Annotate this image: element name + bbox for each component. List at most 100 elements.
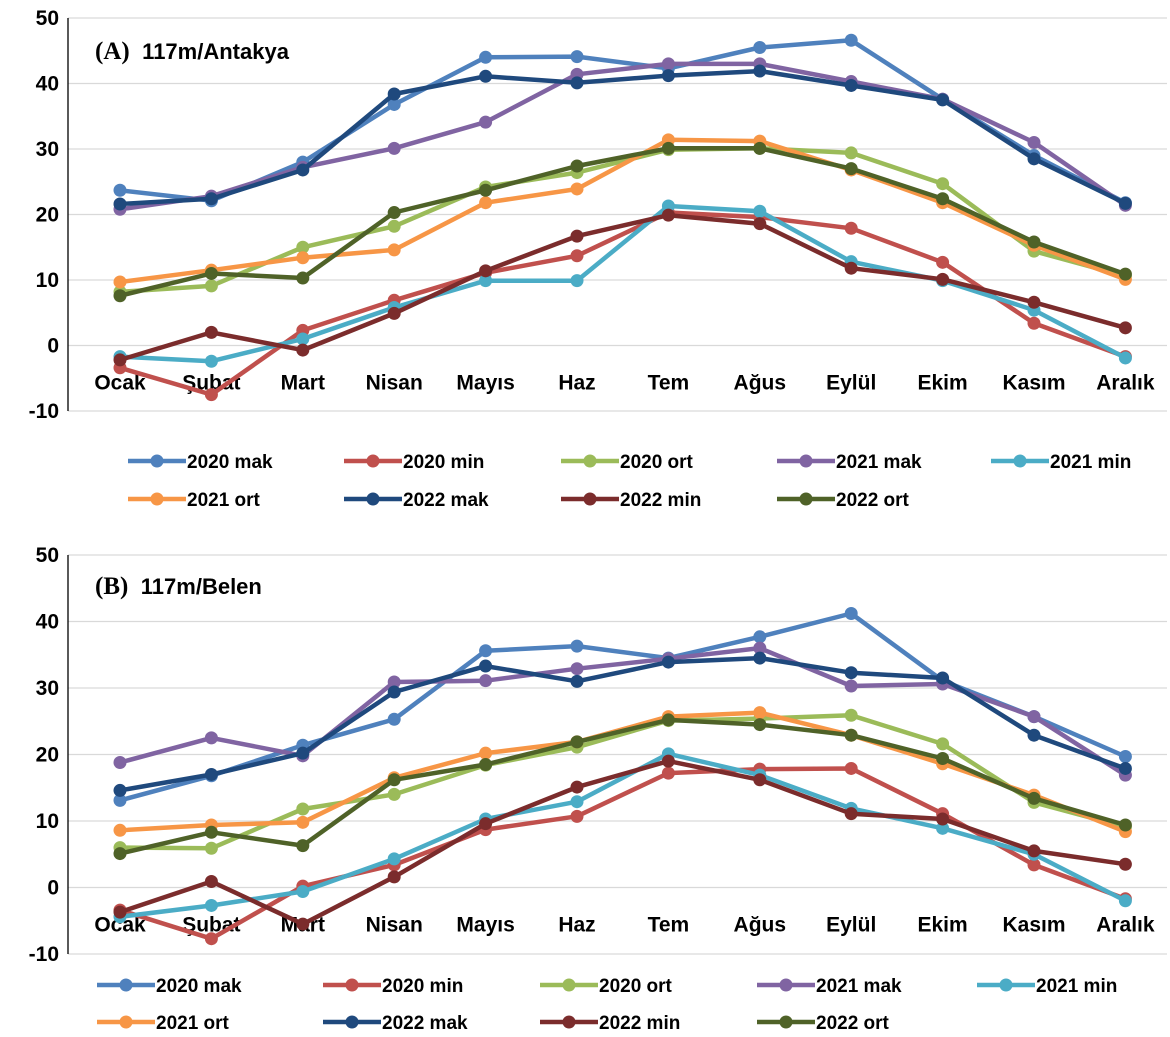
series-line bbox=[117, 212, 1128, 363]
legend-item-2022-ort: 2022 ort bbox=[757, 1013, 890, 1034]
x-tick-label-ocak: Ocak bbox=[94, 914, 146, 937]
data-point bbox=[387, 852, 401, 866]
data-point bbox=[296, 917, 310, 931]
x-tick-label-tem: Tem bbox=[648, 914, 690, 937]
series-2022-min bbox=[113, 754, 1132, 931]
data-point bbox=[387, 870, 401, 884]
series-2020-min bbox=[113, 206, 1132, 402]
data-point bbox=[296, 271, 310, 285]
legend-item-2021-min: 2021 min bbox=[977, 976, 1117, 997]
y-tick-label: 0 bbox=[47, 877, 59, 900]
grid bbox=[68, 554, 1167, 955]
series-line bbox=[117, 68, 1128, 207]
series-2022-min bbox=[113, 208, 1132, 367]
data-point bbox=[936, 671, 950, 685]
data-point bbox=[387, 675, 401, 689]
y-tick-label: -10 bbox=[29, 400, 59, 423]
data-point bbox=[570, 735, 584, 749]
y-tick-label: 40 bbox=[36, 611, 59, 634]
y-tick-label: 40 bbox=[36, 73, 59, 96]
data-point bbox=[844, 78, 858, 92]
series-line bbox=[117, 146, 1128, 298]
data-point bbox=[753, 641, 767, 655]
legend-item-2020-min: 2020 min bbox=[323, 976, 463, 997]
legend-item-2020-mak: 2020 mak bbox=[97, 976, 242, 997]
data-point bbox=[570, 674, 584, 688]
data-point bbox=[1027, 235, 1041, 249]
legend-swatch-marker bbox=[999, 978, 1013, 992]
legend-label: 2021 ort bbox=[156, 1013, 230, 1034]
data-point bbox=[479, 274, 493, 288]
legend-item-2022-mak: 2022 mak bbox=[323, 1013, 468, 1034]
series-line bbox=[117, 717, 1128, 856]
data-point bbox=[844, 728, 858, 742]
data-point bbox=[936, 192, 950, 206]
data-point bbox=[844, 761, 858, 775]
series-2021-mak bbox=[113, 57, 1132, 216]
data-point bbox=[296, 251, 310, 265]
data-point bbox=[844, 607, 858, 621]
data-point bbox=[479, 659, 493, 673]
x-tick-label-eylul: Eylül bbox=[826, 372, 876, 395]
series-line bbox=[117, 203, 1128, 364]
legend-label: 2022 ort bbox=[836, 490, 910, 511]
legend-item-2022-min: 2022 min bbox=[561, 490, 701, 511]
x-tick-label-ocak: Ocak bbox=[94, 372, 146, 395]
legend: 2020 mak 2020 min 2020 ort 2021 mak 2021 min… bbox=[128, 452, 1131, 511]
legend-swatch-marker bbox=[799, 492, 813, 506]
legend-item-2022-ort: 2022 ort bbox=[777, 490, 910, 511]
legend-item-2021-mak: 2021 mak bbox=[757, 976, 902, 997]
data-point bbox=[753, 204, 767, 218]
data-point bbox=[113, 793, 127, 807]
data-point bbox=[661, 713, 675, 727]
series-2022-mak bbox=[113, 64, 1132, 211]
data-point bbox=[113, 905, 127, 919]
data-point bbox=[753, 718, 767, 732]
series-line bbox=[117, 655, 1128, 793]
legend-item-2020-ort: 2020 ort bbox=[540, 976, 673, 997]
x-tick-label-kasim: Kasım bbox=[1002, 914, 1065, 937]
legend-swatch-marker bbox=[345, 1015, 359, 1029]
legend-swatch-marker bbox=[119, 1015, 133, 1029]
legend-swatch-marker bbox=[583, 492, 597, 506]
data-point bbox=[204, 875, 218, 889]
data-point bbox=[844, 221, 858, 235]
legend-swatch-marker bbox=[779, 978, 793, 992]
legend-label: 2020 mak bbox=[156, 976, 242, 997]
data-point bbox=[570, 182, 584, 196]
data-point bbox=[936, 177, 950, 191]
x-tick-label-aralik: Aralık bbox=[1096, 914, 1155, 937]
data-point bbox=[661, 208, 675, 222]
series-2020-min bbox=[113, 761, 1132, 946]
series-line bbox=[117, 758, 1128, 927]
data-point bbox=[1027, 135, 1041, 149]
data-point bbox=[113, 823, 127, 837]
legend-label: 2022 mak bbox=[382, 1013, 468, 1034]
x-tick-label-eylul: Eylül bbox=[826, 914, 876, 937]
data-point bbox=[753, 706, 767, 720]
data-point bbox=[296, 839, 310, 853]
legend-label: 2020 mak bbox=[187, 452, 273, 473]
data-point bbox=[570, 76, 584, 90]
legend-swatch-marker bbox=[345, 978, 359, 992]
x-tick-label-mayis: Mayıs bbox=[456, 372, 514, 395]
data-point bbox=[661, 766, 675, 780]
data-point bbox=[296, 802, 310, 816]
data-point bbox=[204, 731, 218, 745]
x-tick-label-haz: Haz bbox=[558, 914, 595, 937]
data-point bbox=[296, 746, 310, 760]
data-point bbox=[1027, 710, 1041, 724]
data-point bbox=[753, 217, 767, 231]
data-point bbox=[844, 162, 858, 176]
data-point bbox=[479, 757, 493, 771]
data-point bbox=[387, 685, 401, 699]
x-tick-label-tem: Tem bbox=[648, 372, 690, 395]
x-tick-label-ekim: Ekim bbox=[917, 372, 967, 395]
data-point bbox=[204, 388, 218, 402]
x-tick-label-mart: Mart bbox=[281, 372, 325, 395]
legend-item-2020-mak: 2020 mak bbox=[128, 452, 273, 473]
data-point bbox=[936, 272, 950, 286]
data-point bbox=[1118, 267, 1132, 281]
data-point bbox=[479, 817, 493, 831]
